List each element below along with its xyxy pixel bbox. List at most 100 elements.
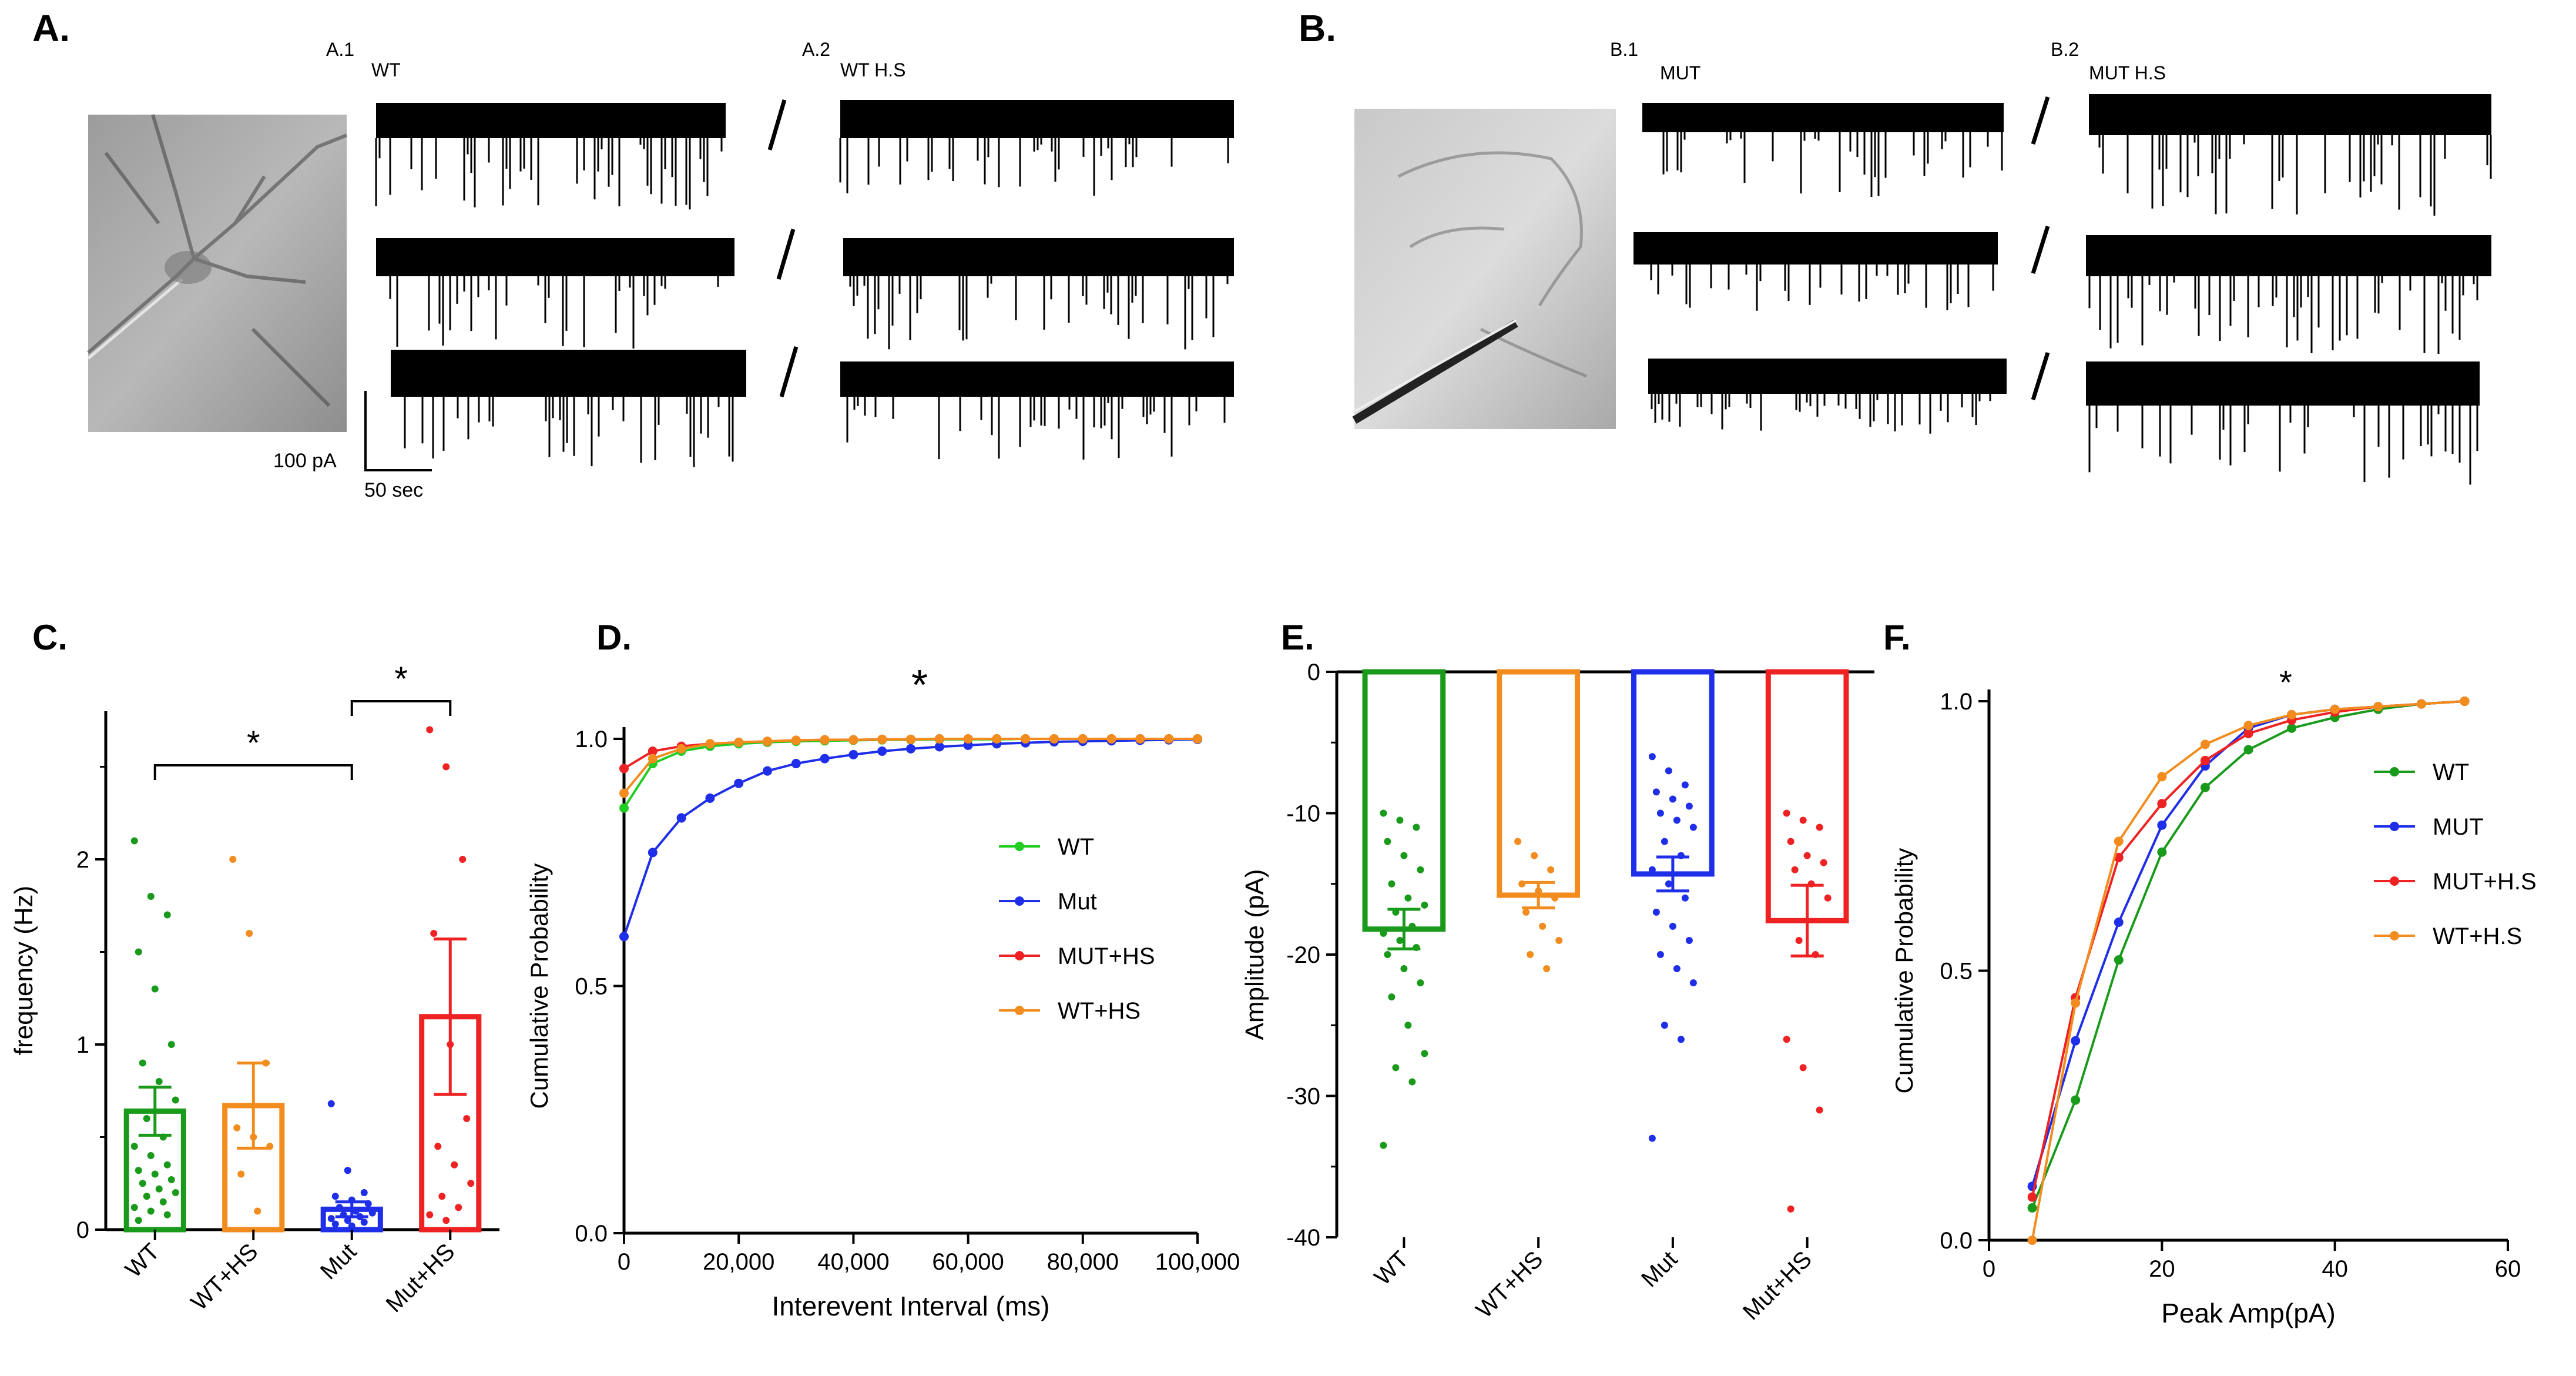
series-point-WT+HS [705, 739, 715, 749]
data-point-Mut [1665, 880, 1672, 888]
trace-events [404, 397, 734, 467]
data-point-Mut [1652, 788, 1660, 796]
data-point-WT [1413, 823, 1420, 831]
series-point-Mut [763, 766, 772, 776]
data-point-Mut [1681, 894, 1689, 902]
series-point-Mut [848, 749, 858, 759]
series-point-WT+HS [791, 735, 801, 745]
data-point-WT+HS [254, 1207, 261, 1215]
data-point-Mut+HS [434, 1143, 442, 1150]
trace-label-b2: B.2 [2051, 39, 2079, 60]
data-point-WT [1384, 951, 1391, 958]
x-tick-label: 0 [1983, 1256, 1995, 1282]
series-point-WT+H.S [2460, 697, 2470, 706]
data-point-Mut+HS [463, 1115, 471, 1122]
micrograph-mut [1352, 109, 1616, 429]
x-tick-label: 0 [618, 1249, 630, 1275]
data-point-WT [167, 1176, 175, 1183]
series-point-Mut [676, 813, 686, 823]
y-axis-label: frequency (Hz) [9, 886, 38, 1056]
data-point-Mut [1656, 809, 1664, 817]
series-point-MUT [2071, 1036, 2081, 1046]
scale-bar [364, 391, 432, 471]
x-tick-label: 60,000 [932, 1249, 1004, 1275]
legend-marker-MUT [2390, 822, 2399, 831]
series-point-MUT+H.S [2200, 755, 2210, 765]
panel-label-e: E. [1281, 618, 1314, 657]
bar-Mut [1631, 669, 1715, 877]
trace-events [849, 276, 1229, 350]
series-point-Mut [820, 754, 830, 764]
data-point-WT+HS [266, 1143, 274, 1150]
data-point-Mut [331, 1193, 339, 1200]
data-point-WT [159, 1133, 167, 1141]
data-point-WT+HS [1531, 852, 1538, 859]
data-point-Mut+HS [1799, 816, 1807, 824]
data-point-Mut [344, 1217, 351, 1224]
series-point-WT [2027, 1203, 2037, 1213]
data-point-WT [1404, 1022, 1412, 1029]
series-point-Mut [963, 740, 973, 750]
data-point-Mut+HS [1824, 894, 1832, 902]
series-point-WT+HS [848, 735, 858, 745]
data-point-Mut+HS [438, 1193, 446, 1200]
trace-separator-slash [2031, 225, 2050, 274]
series-point-WT+HS [1164, 734, 1174, 744]
data-point-Mut [1677, 1036, 1685, 1043]
trace-events [2098, 135, 2492, 216]
data-point-Mut+HS [442, 1217, 450, 1224]
data-point-WT+HS [1551, 894, 1559, 902]
data-point-WT [130, 1143, 138, 1150]
legend-label-MUT: MUT [2433, 814, 2484, 840]
data-point-WT [147, 1152, 155, 1159]
series-point-MUT+H.S [2027, 1192, 2037, 1202]
data-point-Mut [331, 1220, 339, 1228]
data-point-WT+HS [1522, 908, 1530, 916]
x-tick-label: 20,000 [703, 1249, 774, 1275]
chart-f-peak-amp-cdf: 0.0 0.5 1.0 0 20 40 60 WT MUT MUT+H.S WT+H.S Peak A… [1890, 664, 2537, 1328]
data-point-WT [163, 1211, 171, 1218]
legend-marker-WT+HS [1015, 1006, 1024, 1015]
series-point-WT+HS [1106, 734, 1116, 744]
series-point-WT [2071, 1095, 2081, 1105]
trace-title-a1: WT [371, 59, 401, 81]
data-point-Mut+HS [459, 856, 467, 863]
data-point-Mut [1689, 823, 1697, 831]
ephys-traces [375, 94, 2492, 485]
trace-band [376, 103, 726, 138]
trace-events [2088, 276, 2478, 354]
panel-label-d: D. [596, 618, 632, 657]
data-point-Mut [1648, 866, 1656, 873]
data-point-WT [143, 1115, 150, 1122]
y-tick-label: 0.5 [1940, 959, 1973, 985]
data-point-Mut+HS [1787, 838, 1795, 845]
significance-bracket [350, 700, 452, 716]
data-point-WT+HS [237, 1170, 245, 1178]
series-point-MUT+HS [648, 746, 658, 756]
data-point-Mut+HS [426, 726, 434, 734]
series-point-WT+HS [992, 734, 1002, 744]
legend-label-WT+H.S: WT+H.S [2433, 923, 2522, 949]
data-point-WT [1388, 880, 1396, 888]
series-point-WT [2200, 782, 2210, 792]
data-point-Mut [1648, 753, 1656, 761]
trace-events [2088, 406, 2478, 485]
series-point-WT [2243, 745, 2253, 755]
x-tick-label: 40,000 [817, 1249, 889, 1275]
data-point-Mut [1665, 767, 1672, 775]
data-point-WT [159, 1198, 167, 1206]
x-tick-label: 80,000 [1047, 1249, 1119, 1275]
data-point-WT [1396, 816, 1404, 824]
significance-star: * [2279, 664, 2292, 701]
series-point-MUT+H.S [2114, 852, 2124, 862]
data-point-Mut+HS [1820, 859, 1827, 866]
data-point-Mut [1648, 1134, 1656, 1142]
data-point-WT [163, 1161, 171, 1169]
data-point-WT [1400, 852, 1408, 859]
series-point-WT+HS [1021, 734, 1031, 744]
x-tick-label-Mut: Mut [316, 1238, 361, 1284]
data-point-Mut+HS [1791, 866, 1799, 873]
trace-label-a1: A.1 [326, 39, 354, 60]
series-point-WT+H.S [2243, 721, 2253, 731]
legend-marker-WT+H.S [2390, 931, 2399, 940]
